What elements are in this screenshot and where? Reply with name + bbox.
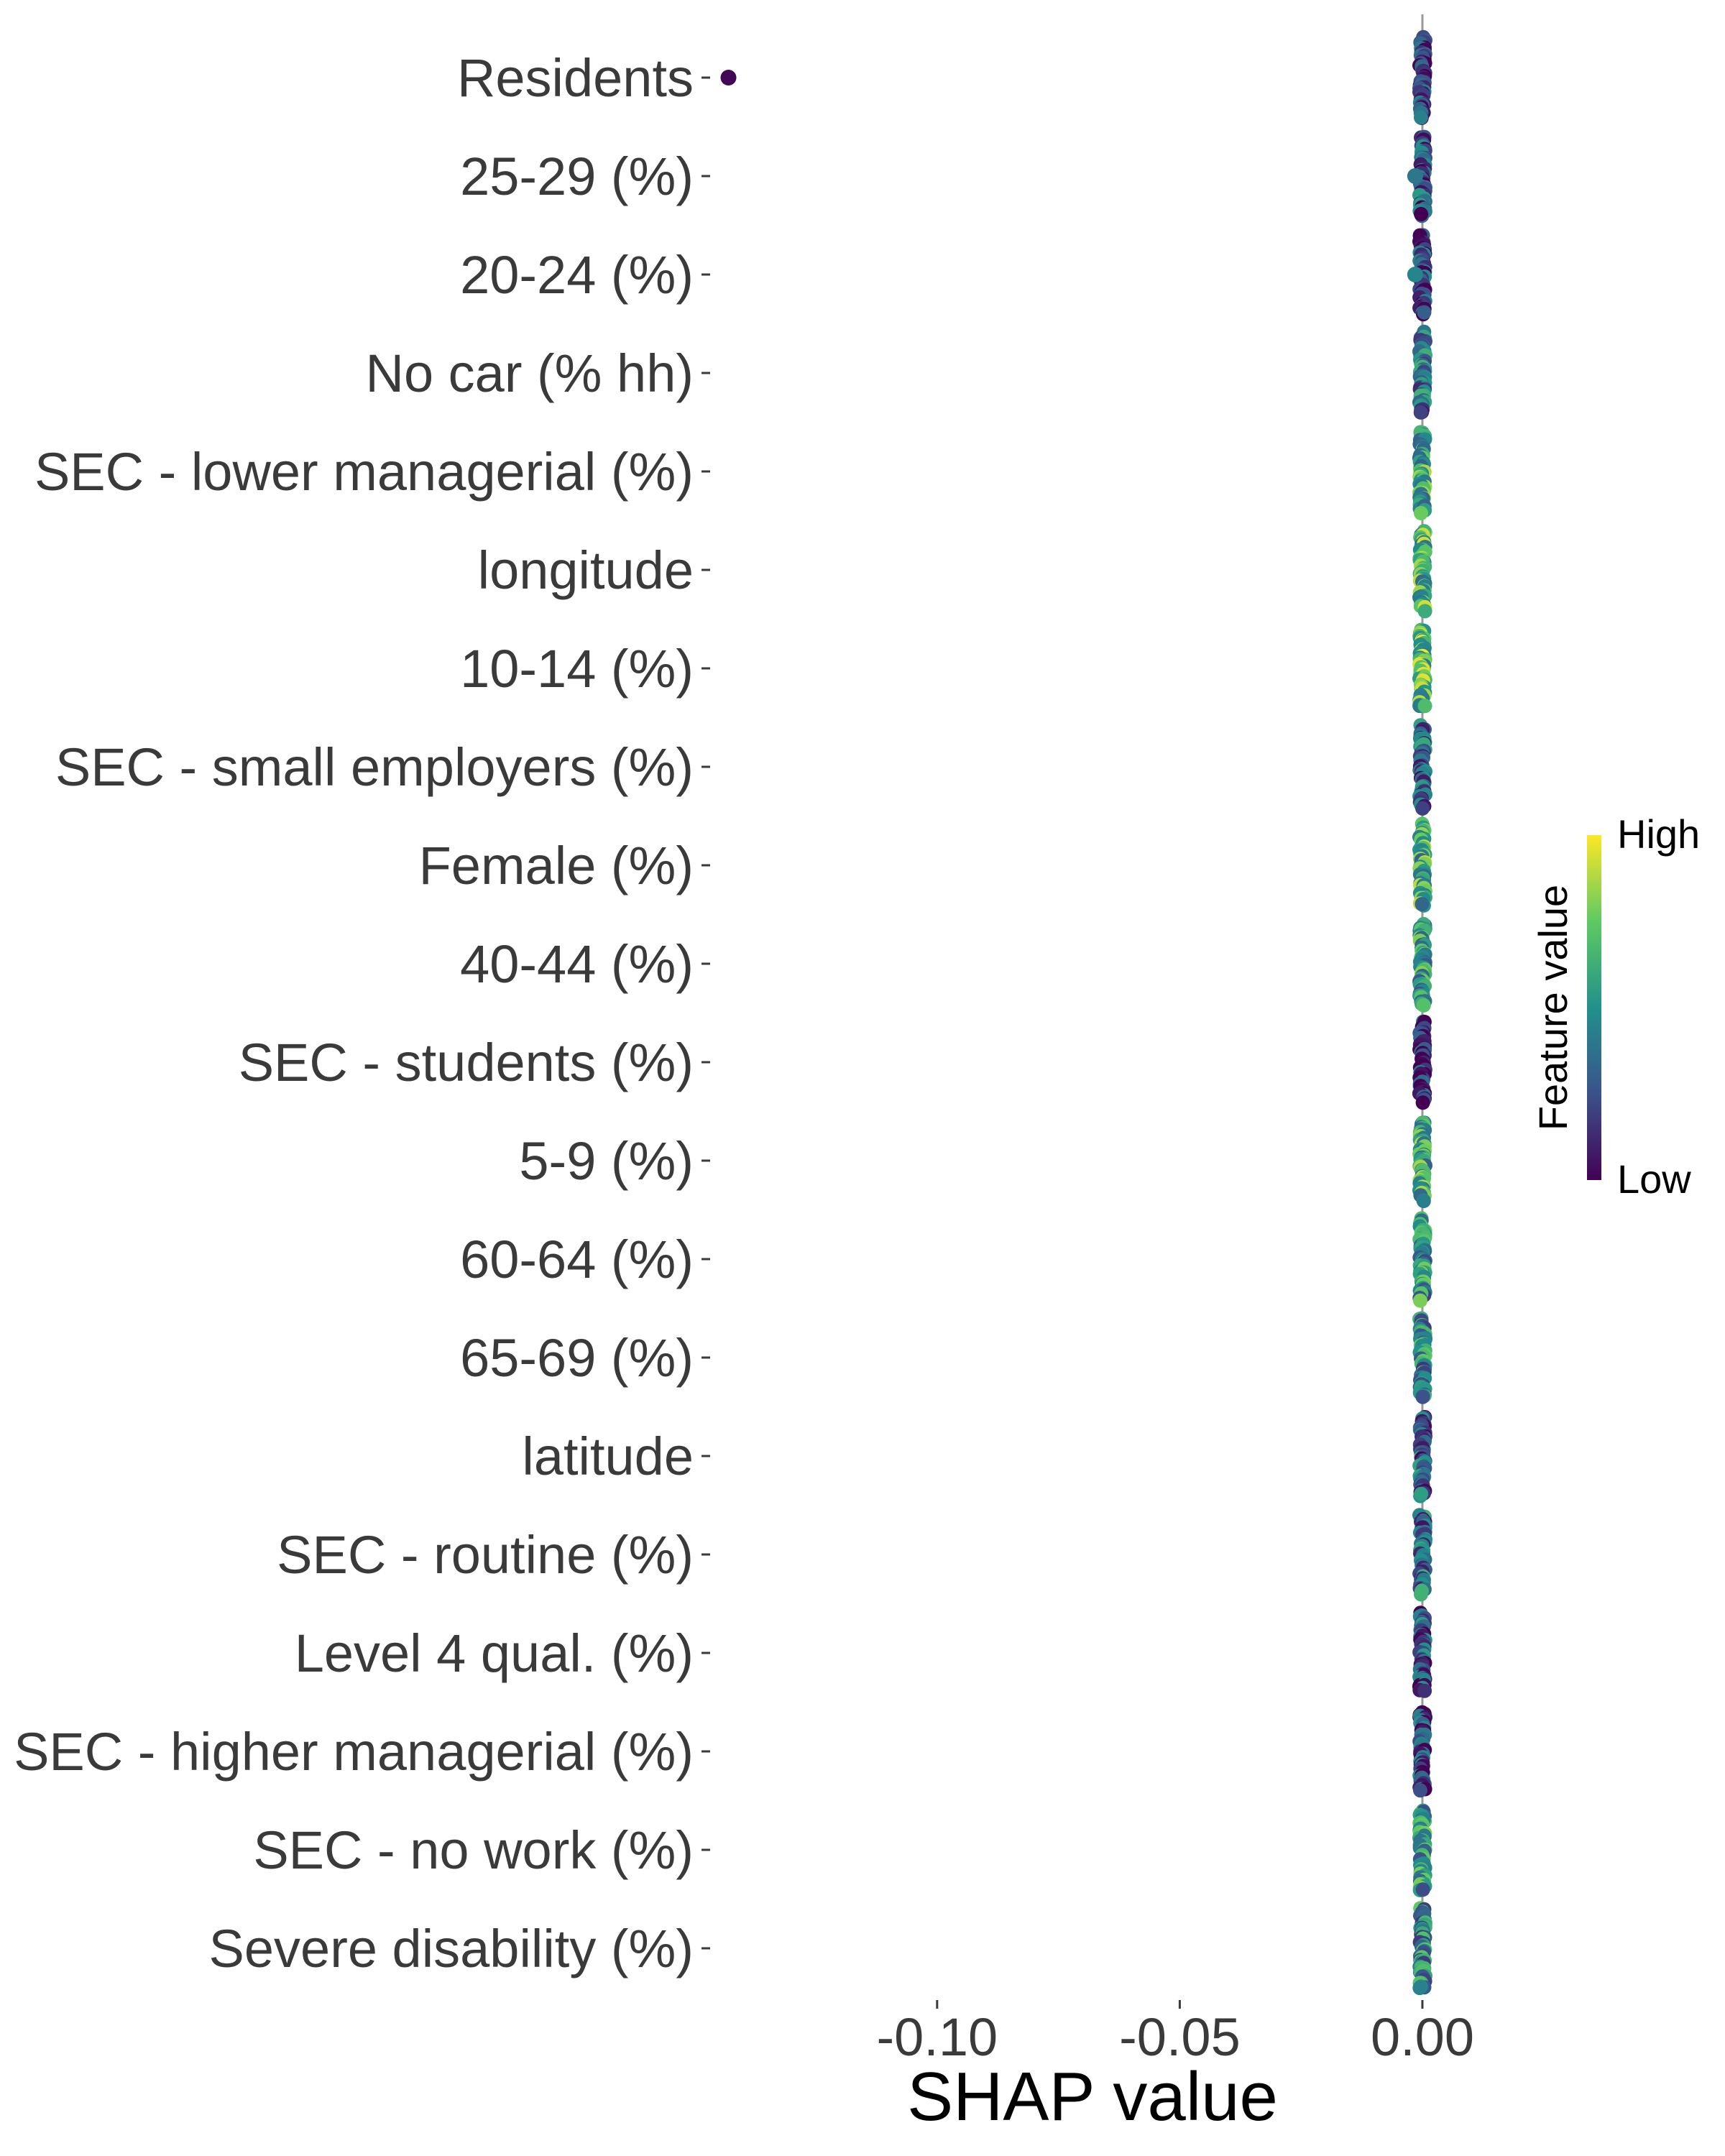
shap-point	[1414, 506, 1428, 520]
feature-tick-marks	[702, 76, 710, 1950]
shap-point-outlier	[720, 70, 737, 86]
shap-point	[1414, 897, 1430, 911]
feature-label-level-4-qual: Level 4 qual. (%)	[295, 1623, 694, 1683]
feature-label-latitude: latitude	[522, 1427, 694, 1486]
shap-point	[1414, 110, 1428, 125]
feature-label-no-car-hh: No car (% hh)	[366, 344, 694, 403]
shap-point	[1416, 1193, 1431, 1208]
shap-point	[1415, 1389, 1430, 1404]
shap-point	[1415, 1882, 1430, 1897]
feature-label-female: Female (%)	[419, 836, 694, 895]
feature-label-sec-small-employers: SEC - small employers (%)	[55, 737, 694, 797]
feature-label-sec-lower-managerial: SEC - lower managerial (%)	[34, 442, 694, 502]
color-legend-bar	[1587, 835, 1601, 1180]
color-legend: High Low Feature value	[1530, 811, 1700, 1202]
shap-point	[1413, 1293, 1427, 1308]
feature-labels: Residents 25-29 (%) 20-24 (%) No car (% hh)…	[14, 48, 694, 1978]
shap-point	[1413, 405, 1428, 420]
shap-point-outlier	[1407, 267, 1423, 282]
feature-label-residents: Residents	[457, 48, 694, 108]
x-tick-label: 0.00	[1371, 2007, 1474, 2067]
feature-label-40-44: 40-44 (%)	[460, 934, 694, 994]
feature-label-20-24: 20-24 (%)	[460, 245, 694, 305]
feature-label-sec-students: SEC - students (%)	[239, 1033, 694, 1092]
x-axis-title: SHAP value	[907, 2058, 1278, 2135]
shap-point-outlier	[1407, 168, 1423, 184]
shap-point	[1417, 1683, 1432, 1698]
shap-point	[1415, 801, 1430, 816]
shap-point	[1414, 1486, 1429, 1501]
shap-point	[1415, 1095, 1430, 1110]
feature-label-sec-higher-managerial: SEC - higher managerial (%)	[14, 1722, 694, 1782]
shap-points	[720, 29, 1432, 1996]
feature-label-severe-disability: Severe disability (%)	[209, 1919, 694, 1978]
legend-high-label: High	[1617, 811, 1700, 857]
feature-label-sec-routine: SEC - routine (%)	[277, 1525, 694, 1585]
shap-point	[1414, 1587, 1428, 1602]
x-tick-label: -0.10	[876, 2007, 998, 2067]
feature-label-longitude: longitude	[478, 540, 694, 600]
shap-point	[1417, 305, 1432, 320]
feature-label-10-14: 10-14 (%)	[460, 639, 694, 699]
shap-point	[1417, 604, 1432, 619]
shap-point	[1412, 1981, 1427, 1996]
shap-point	[1417, 699, 1432, 714]
feature-label-sec-no-work: SEC - no work (%)	[253, 1820, 694, 1880]
feature-label-5-9: 5-9 (%)	[519, 1131, 694, 1191]
shap-point	[1416, 998, 1431, 1013]
legend-low-label: Low	[1617, 1156, 1691, 1202]
feature-label-25-29: 25-29 (%)	[460, 147, 694, 206]
feature-label-60-64: 60-64 (%)	[460, 1230, 694, 1289]
legend-title: Feature value	[1530, 885, 1576, 1130]
shap-point	[1414, 206, 1429, 221]
feature-label-65-69: 65-69 (%)	[460, 1328, 694, 1388]
x-tick-label: -0.05	[1119, 2007, 1241, 2067]
x-axis: -0.10 -0.05 0.00	[876, 2000, 1474, 2067]
shap-point	[1413, 1783, 1427, 1798]
